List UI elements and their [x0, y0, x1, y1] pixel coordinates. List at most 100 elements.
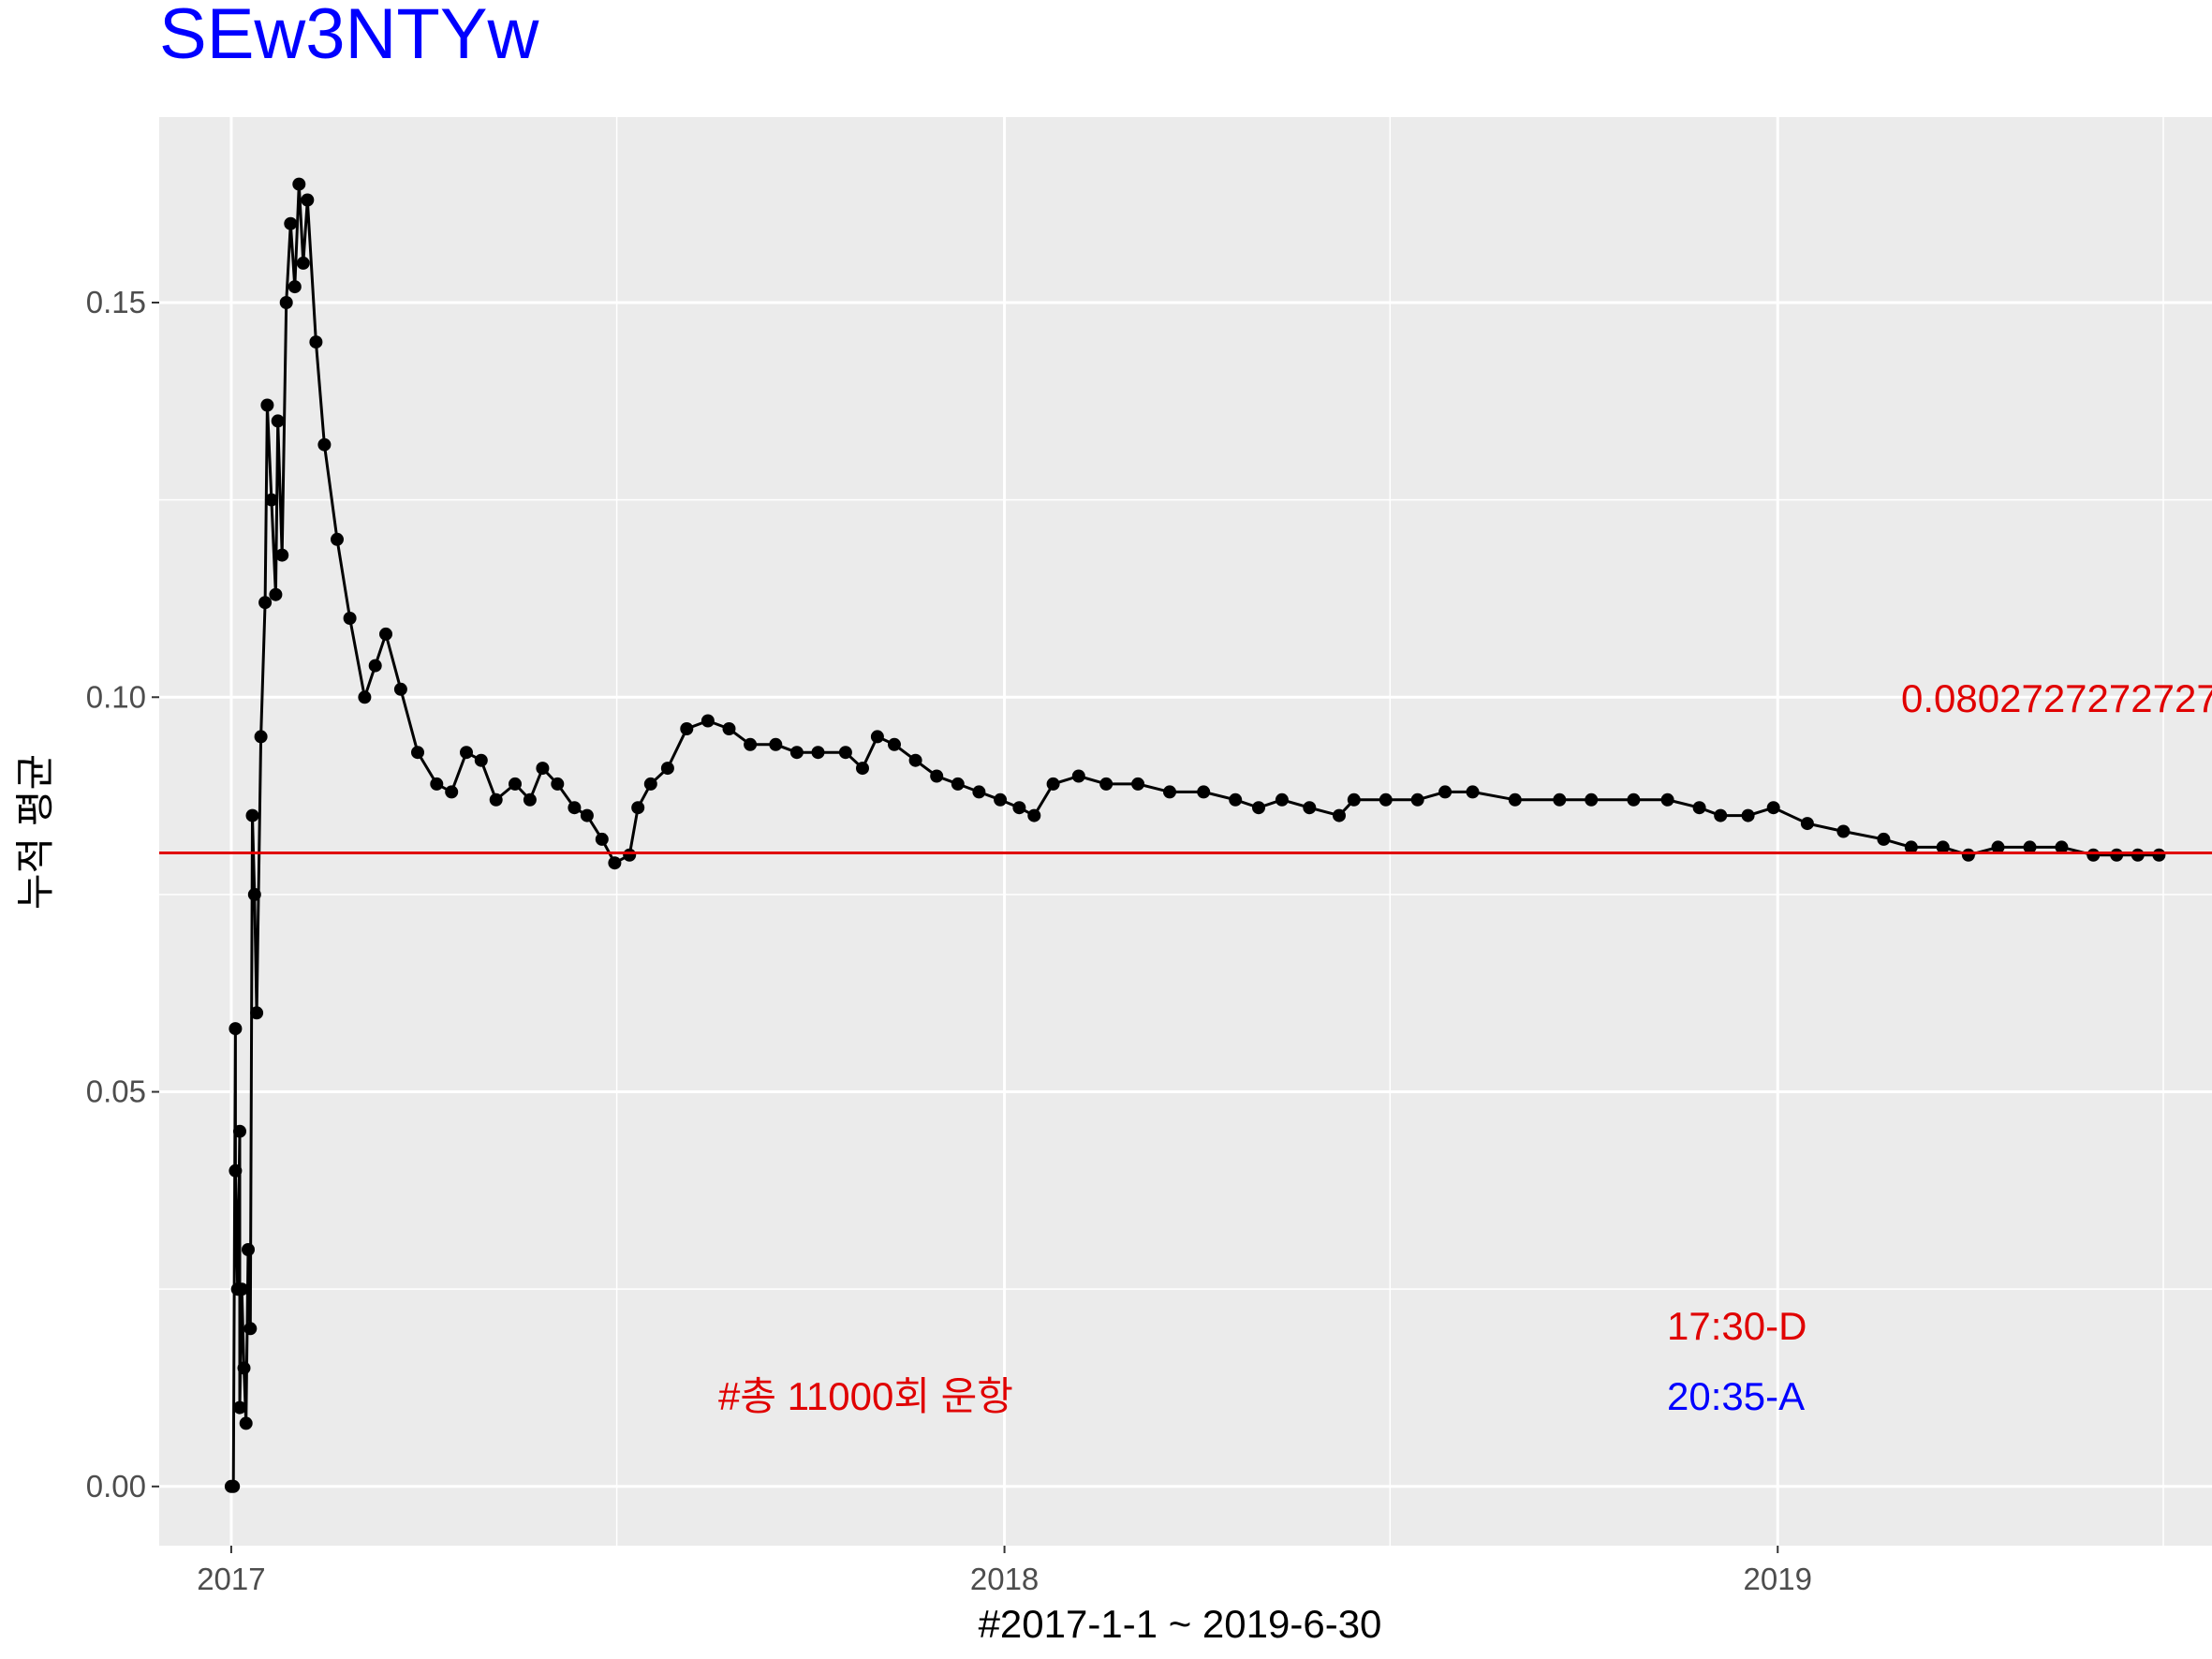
data-point: [288, 280, 302, 294]
data-point: [247, 887, 261, 901]
data-point: [445, 785, 459, 799]
data-point: [1275, 792, 1289, 807]
data-point: [243, 1322, 258, 1336]
data-point: [368, 659, 382, 673]
data-point: [2055, 840, 2069, 854]
data-point: [1252, 801, 1265, 815]
data-point: [235, 1282, 249, 1296]
data-point: [1585, 792, 1599, 807]
y-tick-label: 0.05: [86, 1074, 146, 1109]
data-point: [1012, 801, 1026, 815]
data-point: [1800, 817, 1814, 831]
data-point: [536, 762, 550, 776]
data-point: [789, 746, 804, 760]
data-point: [1379, 792, 1393, 807]
data-point: [1197, 785, 1211, 799]
data-point: [245, 808, 259, 822]
data-point: [1099, 777, 1113, 791]
departure-time-annotation: 17:30-D: [1667, 1304, 1806, 1348]
data-point: [1627, 792, 1641, 807]
x-axis-title: #2017-1-1 ~ 2019-6-30: [979, 1602, 1382, 1646]
minor-gridlines: [159, 117, 2212, 1546]
data-point: [292, 177, 306, 191]
data-point: [1229, 792, 1243, 807]
data-point: [1660, 792, 1674, 807]
data-point: [1836, 824, 1851, 838]
data-point: [1877, 832, 1891, 846]
data-point: [888, 737, 901, 751]
x-tick-label: 2017: [197, 1562, 265, 1596]
data-point: [1508, 792, 1522, 807]
data-point: [994, 792, 1008, 807]
data-point: [1741, 808, 1755, 822]
data-point: [1410, 792, 1424, 807]
data-point: [1714, 808, 1728, 822]
data-point: [1766, 801, 1780, 815]
data-point: [1046, 777, 1060, 791]
data-point: [258, 596, 273, 610]
x-tick-label: 2019: [1744, 1562, 1812, 1596]
data-point: [242, 1243, 255, 1256]
data-point: [1936, 840, 1950, 854]
data-point: [744, 737, 758, 751]
data-point: [856, 762, 869, 776]
y-axis: 0.00 0.05 0.10 0.15: [86, 285, 159, 1503]
data-point: [237, 1361, 251, 1375]
x-axis: 2017 2018 2019: [197, 1546, 1812, 1596]
data-point: [264, 493, 278, 507]
data-point: [331, 532, 344, 546]
data-point: [1438, 785, 1453, 799]
data-point: [233, 1400, 246, 1415]
data-point: [631, 801, 645, 815]
data-point: [301, 193, 315, 207]
plot-panel: [159, 117, 2212, 1546]
data-point: [595, 832, 609, 846]
data-point: [460, 746, 473, 760]
data-point: [1333, 808, 1346, 822]
data-point: [269, 587, 283, 601]
data-point: [317, 437, 332, 452]
data-point: [551, 777, 565, 791]
data-point: [722, 722, 736, 735]
series-points: [224, 177, 2166, 1493]
data-point: [680, 722, 694, 735]
data-point: [1347, 792, 1361, 807]
data-point: [2152, 848, 2166, 862]
data-point: [580, 808, 594, 822]
data-point: [870, 730, 884, 744]
data-point: [239, 1416, 253, 1430]
data-point: [358, 690, 372, 704]
major-gridlines: [159, 117, 2212, 1546]
data-point: [951, 777, 965, 791]
data-point: [1303, 801, 1317, 815]
data-point: [643, 777, 657, 791]
data-point: [260, 398, 274, 412]
data-point: [229, 1022, 243, 1036]
reference-hline-label: 0.0802727272727: [1901, 676, 2212, 720]
data-point: [811, 746, 825, 760]
series-line: [230, 184, 2160, 1489]
data-point: [343, 612, 357, 625]
data-point: [1904, 840, 1918, 854]
data-point: [1131, 777, 1145, 791]
data-point: [523, 792, 537, 807]
data-point: [393, 682, 407, 696]
data-point: [509, 777, 522, 791]
data-point: [1163, 785, 1176, 799]
data-point: [296, 256, 310, 270]
data-point: [700, 714, 715, 728]
total-flights-annotation: #총 11000회 운항: [718, 1374, 1013, 1418]
data-point: [2131, 848, 2145, 862]
data-point: [229, 1163, 243, 1178]
data-point: [838, 746, 852, 760]
data-point: [250, 1006, 264, 1020]
data-point: [1991, 840, 2005, 854]
data-point: [411, 746, 424, 760]
data-point: [254, 730, 268, 744]
y-tick-label: 0.00: [86, 1469, 146, 1503]
y-axis-title: 누적 평균: [13, 754, 57, 910]
data-point: [275, 548, 289, 562]
y-tick-label: 0.15: [86, 285, 146, 319]
data-point: [1692, 801, 1706, 815]
